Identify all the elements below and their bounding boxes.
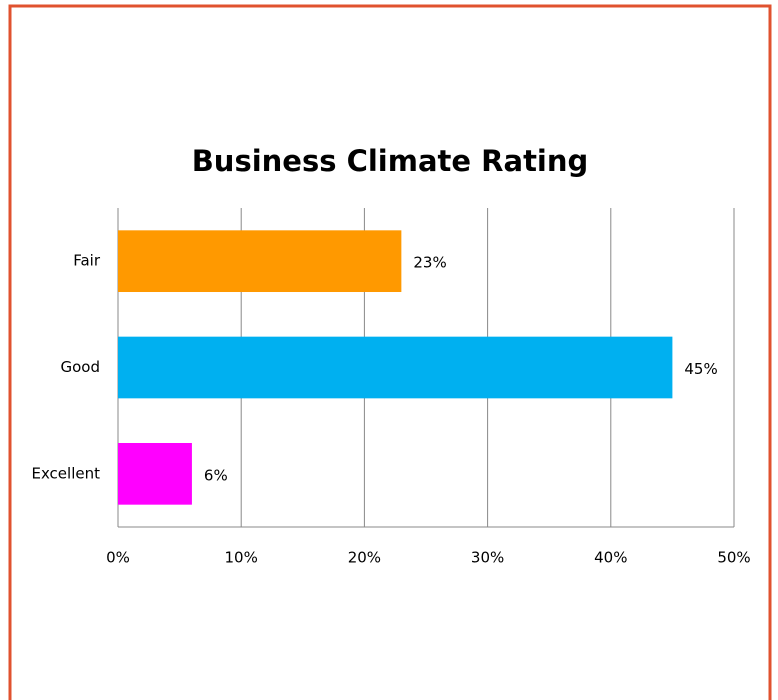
frame (8, 4, 772, 700)
x-tick-label: 0% (106, 549, 130, 567)
y-tick-label: Good (61, 358, 101, 376)
bar (118, 336, 673, 399)
y-tick-label: Excellent (31, 464, 100, 482)
bar (118, 442, 192, 505)
value-label: 45% (684, 360, 717, 378)
y-tick-label: Fair (73, 252, 101, 270)
x-tick-label: 30% (471, 549, 504, 567)
x-tick-label: 10% (225, 549, 258, 567)
value-label: 23% (413, 254, 446, 272)
x-tick-label: 40% (594, 549, 627, 567)
value-label: 6% (204, 466, 228, 484)
x-tick-label: 20% (348, 549, 381, 567)
x-tick-label: 50% (717, 549, 750, 567)
bar (118, 230, 402, 293)
chart-title: Business Climate Rating (192, 144, 589, 178)
